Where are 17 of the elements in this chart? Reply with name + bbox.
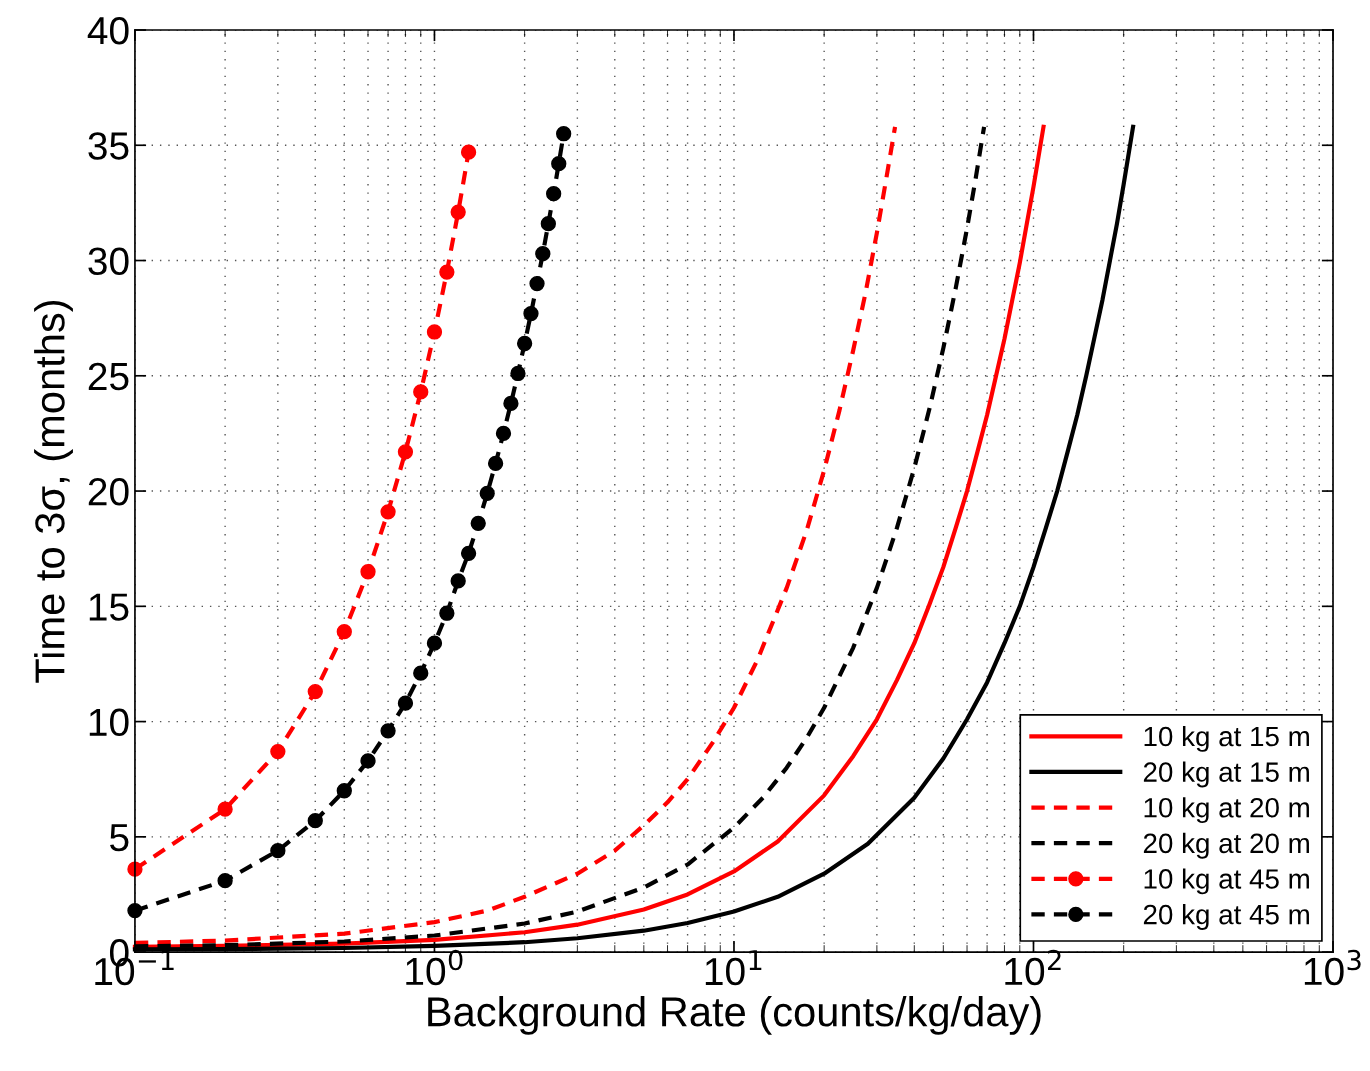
y-tick-label: 20 (88, 477, 129, 506)
y-tick-label: 30 (88, 247, 129, 275)
y-tick-label: 10 (89, 708, 129, 737)
y-tick-label: 15 (89, 593, 129, 621)
y-tick-label: 35 (88, 132, 129, 160)
legend-label: 20 kg at 15 m (1143, 761, 1309, 788)
x-tick-label: 10$^{3}$ (1304, 949, 1361, 986)
legend-label: 10 kg at 45 m (1144, 868, 1309, 895)
legend-label: 20 kg at 45 m (1143, 904, 1309, 930)
legend-label: 10 kg at 15 m (1144, 725, 1309, 752)
y-tick-label: 5 (110, 824, 129, 852)
y-tick-label: 40 (87, 16, 129, 45)
legend-label: 10 kg at 20 m (1144, 797, 1309, 824)
legend-label: 20 kg at 20 m (1143, 832, 1309, 859)
x-axis-title: Background Rate (counts/kg/day) (428, 996, 1041, 1035)
y-axis-title: Time to 3σ, (months) (34, 300, 73, 683)
y-tick-label: 25 (88, 362, 129, 391)
